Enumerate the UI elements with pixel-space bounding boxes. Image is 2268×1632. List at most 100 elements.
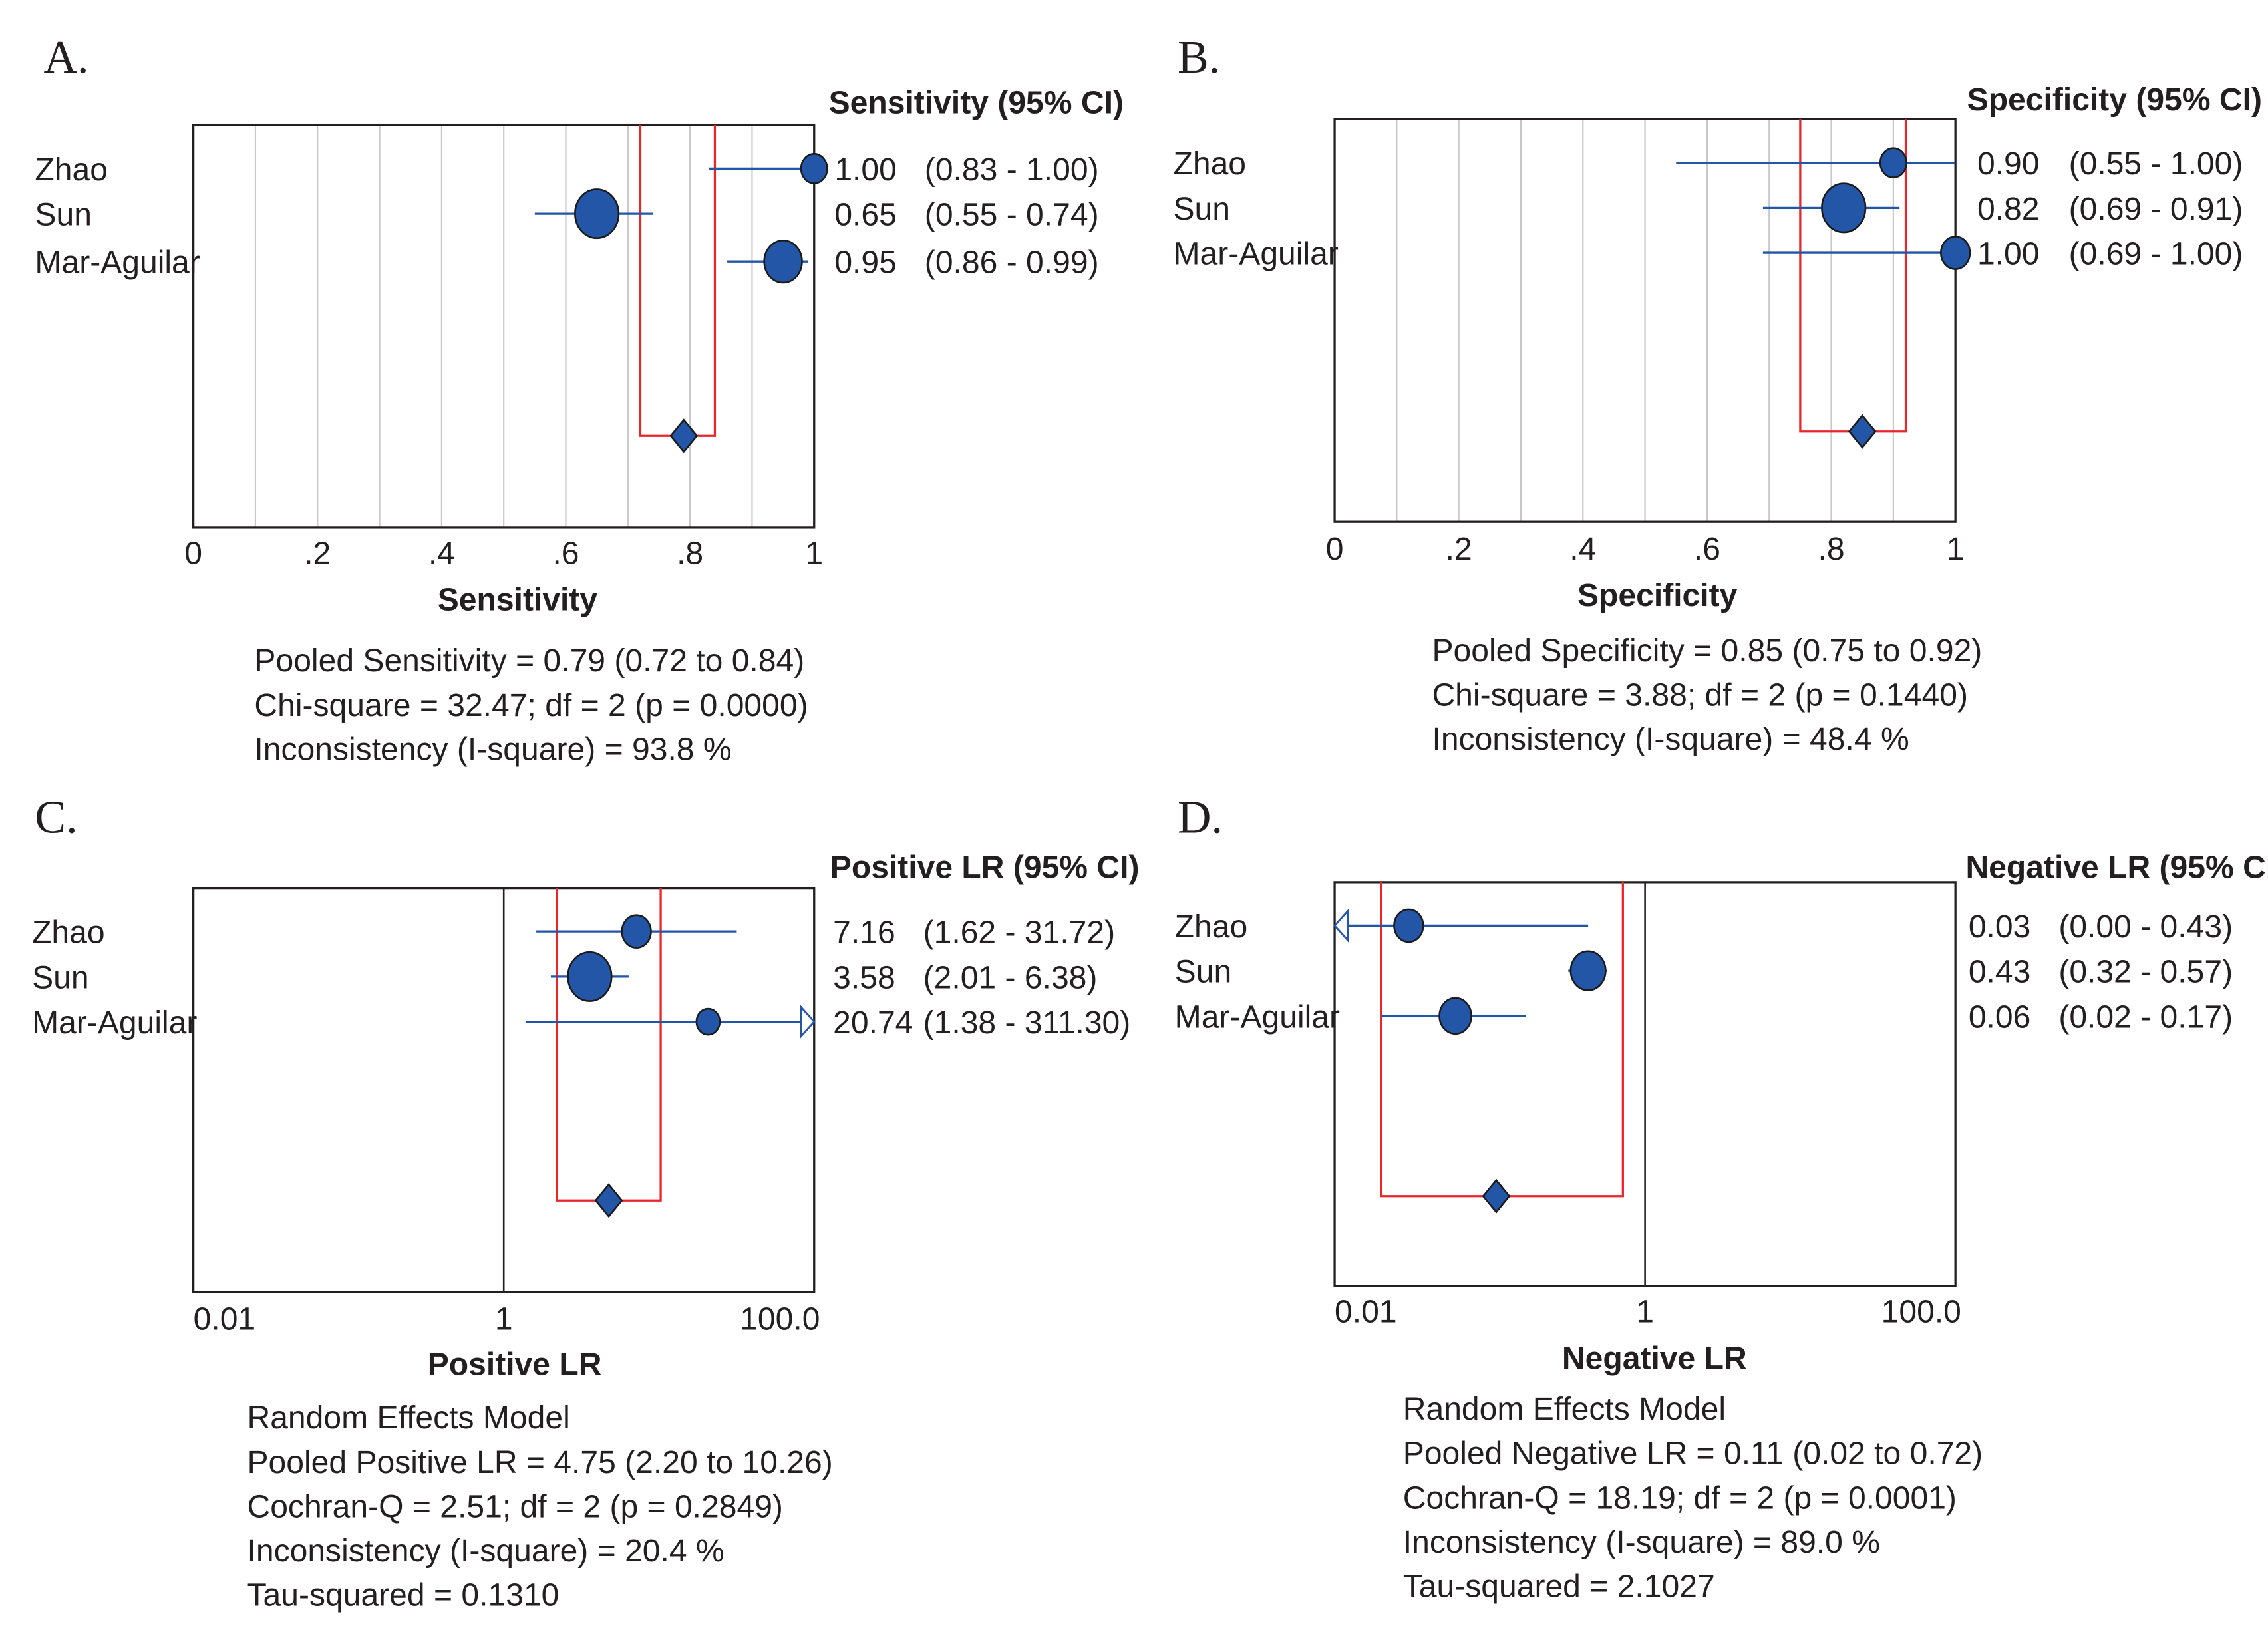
- study-point: [1438, 997, 1472, 1035]
- study-estimate: 0.90: [1977, 146, 2040, 182]
- summary-stat: Inconsistency (I-square) = 93.8 %: [254, 731, 731, 767]
- tick-label: 0.01: [1335, 1294, 1397, 1330]
- plot-frame: [1333, 881, 1957, 1287]
- tick-label: 1: [805, 536, 823, 571]
- pooled-ci-box: [639, 124, 717, 437]
- column-header: Specificity (95% CI): [1967, 82, 2262, 118]
- arrow-left-icon: [1333, 908, 1349, 943]
- x-axis-label: Negative LR: [1562, 1341, 1747, 1377]
- x-axis-label: Specificity: [1577, 577, 1738, 613]
- tick-label: .8: [1818, 531, 1845, 567]
- study-point: [763, 240, 803, 284]
- column-header: Positive LR (95% CI): [830, 849, 1140, 885]
- column-header: Sensitivity (95% CI): [829, 84, 1124, 120]
- plot-frame: [1333, 118, 1957, 523]
- study-ci: (1.62 - 31.72): [923, 915, 1116, 951]
- tick-label: .6: [552, 536, 579, 571]
- study-estimate: 7.16: [833, 915, 895, 951]
- tick-label: .6: [1694, 531, 1720, 567]
- study-name: Sun: [32, 959, 89, 995]
- tick-label: 1: [495, 1301, 513, 1337]
- panel-label: C.: [35, 792, 77, 844]
- study-ci: (0.69 - 1.00): [2069, 236, 2243, 272]
- study-point: [1393, 908, 1424, 943]
- plot-frame: [192, 124, 816, 529]
- study-ci: (1.38 - 311.30): [923, 1005, 1131, 1041]
- study-point: [621, 914, 652, 949]
- summary-stat: Pooled Sensitivity = 0.79 (0.72 to 0.84): [254, 643, 804, 679]
- tick-label: 100.0: [740, 1301, 820, 1337]
- pooled-diamond: [1482, 1178, 1511, 1214]
- study-point: [800, 153, 828, 184]
- study-estimate: 0.95: [834, 245, 897, 281]
- study-name: Zhao: [35, 152, 108, 188]
- summary-stat: Random Effects Model: [247, 1400, 569, 1436]
- forest-panel-c: C. Positive LR (95% CI) Zhao 7.16 (1.62 - 31…: [32, 792, 1139, 1613]
- study-ci: (0.00 - 0.43): [2058, 909, 2233, 945]
- summary-stat: Random Effects Model: [1403, 1391, 1726, 1427]
- pooled-diamond: [594, 1183, 623, 1218]
- study-name: Sun: [1175, 954, 1232, 990]
- summary-stat: Cochran-Q = 18.19; df = 2 (p = 0.0001): [1403, 1480, 1957, 1516]
- study-estimate: 1.00: [1977, 236, 2040, 272]
- panel-label: B.: [1178, 32, 1220, 83]
- summary-stat: Pooled Negative LR = 0.11 (0.02 to 0.72): [1403, 1436, 1983, 1472]
- study-ci: (0.02 - 0.17): [2058, 999, 2233, 1035]
- summary-stat: Chi-square = 3.88; df = 2 (p = 0.1440): [1432, 677, 1967, 713]
- tick-label: .2: [1446, 531, 1472, 567]
- study-name: Mar-Aguilar: [1175, 999, 1340, 1035]
- study-point: [574, 188, 620, 240]
- study-point: [695, 1007, 721, 1036]
- study-name: Mar-Aguilar: [35, 245, 200, 281]
- panel-label: D.: [1178, 792, 1223, 844]
- forest-panel-d: D. Negative LR (95% CI) Zhao 0.03 (0.00 - 0.…: [1175, 792, 2268, 1605]
- study-point: [1569, 950, 1607, 991]
- study-ci: (0.32 - 0.57): [2058, 954, 2233, 990]
- study-estimate: 0.06: [1969, 999, 2031, 1035]
- summary-stat: Inconsistency (I-square) = 89.0 %: [1403, 1524, 1880, 1560]
- forest-panel-a: A. Sensitivity (95% CI) Zhao 1.00 (0.83 - 1.…: [35, 32, 1123, 767]
- study-estimate: 0.43: [1969, 954, 2031, 990]
- study-estimate: 0.03: [1969, 909, 2031, 945]
- study-point: [567, 951, 613, 1002]
- study-ci: (0.86 - 0.99): [925, 245, 1099, 281]
- tick-label: .2: [304, 536, 331, 571]
- tick-label: 1: [1947, 531, 1965, 567]
- x-axis-label: Positive LR: [428, 1346, 602, 1382]
- study-estimate: 0.65: [834, 197, 897, 233]
- tick-label: .4: [1569, 531, 1596, 567]
- study-name: Mar-Aguilar: [1174, 236, 1339, 272]
- summary-stat: Chi-square = 32.47; df = 2 (p = 0.0000): [254, 687, 808, 723]
- arrow-right-icon: [800, 1005, 816, 1039]
- study-name: Zhao: [1175, 909, 1248, 945]
- study-ci: (2.01 - 6.38): [923, 959, 1098, 995]
- panel-label: A.: [44, 32, 89, 83]
- study-estimate: 20.74: [833, 1005, 913, 1041]
- summary-stat: Inconsistency (I-square) = 48.4 %: [1432, 721, 1909, 757]
- study-ci: (0.55 - 1.00): [2069, 146, 2243, 182]
- study-ci: (0.83 - 1.00): [925, 152, 1099, 188]
- tick-label: 0: [184, 536, 202, 571]
- summary-stat: Pooled Positive LR = 4.75 (2.20 to 10.26…: [247, 1444, 832, 1480]
- summary-stat: Tau-squared = 0.1310: [247, 1577, 559, 1613]
- summary-stat: Cochran-Q = 2.51; df = 2 (p = 0.2849): [247, 1488, 782, 1524]
- pooled-diamond: [669, 418, 699, 454]
- pooled-diamond: [1848, 414, 1877, 449]
- summary-stat: Pooled Specificity = 0.85 (0.75 to 0.92): [1432, 633, 1982, 669]
- summary-stat: Tau-squared = 2.1027: [1403, 1569, 1715, 1605]
- study-ci: (0.69 - 0.91): [2069, 191, 2243, 227]
- study-estimate: 0.82: [1977, 191, 2040, 227]
- study-point: [1821, 182, 1867, 234]
- tick-label: .4: [428, 536, 455, 571]
- study-name: Mar-Aguilar: [32, 1005, 197, 1041]
- x-axis-label: Sensitivity: [438, 581, 598, 617]
- tick-label: 1: [1636, 1294, 1654, 1330]
- tick-label: 0: [1326, 531, 1344, 567]
- study-name: Sun: [1174, 191, 1231, 227]
- study-name: Zhao: [1174, 146, 1247, 182]
- column-header: Negative LR (95% CI): [1965, 849, 2268, 885]
- tick-label: 100.0: [1881, 1294, 1961, 1330]
- study-point: [1940, 236, 1971, 270]
- plot-frame: [192, 886, 816, 1293]
